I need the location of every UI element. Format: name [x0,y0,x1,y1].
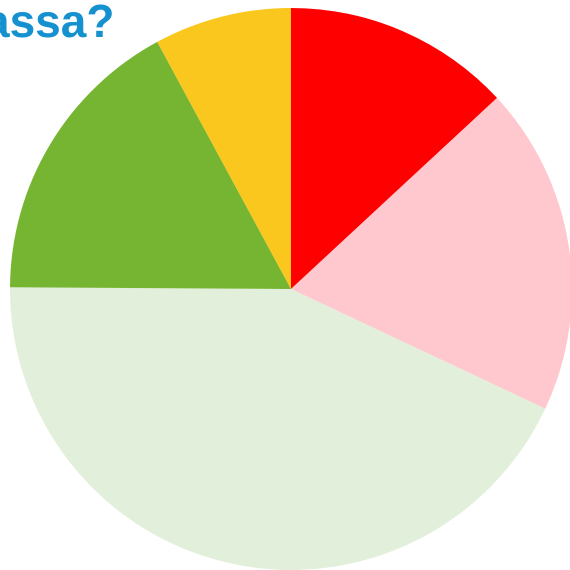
pie-slice-4 [10,41,291,289]
pie-slices [10,8,570,570]
pie-slice-3 [10,287,546,570]
chart-title: assa? [0,0,114,47]
pie-slice-5 [157,8,291,289]
pie-slice-1 [291,8,498,289]
pie-slice-2 [291,97,570,409]
